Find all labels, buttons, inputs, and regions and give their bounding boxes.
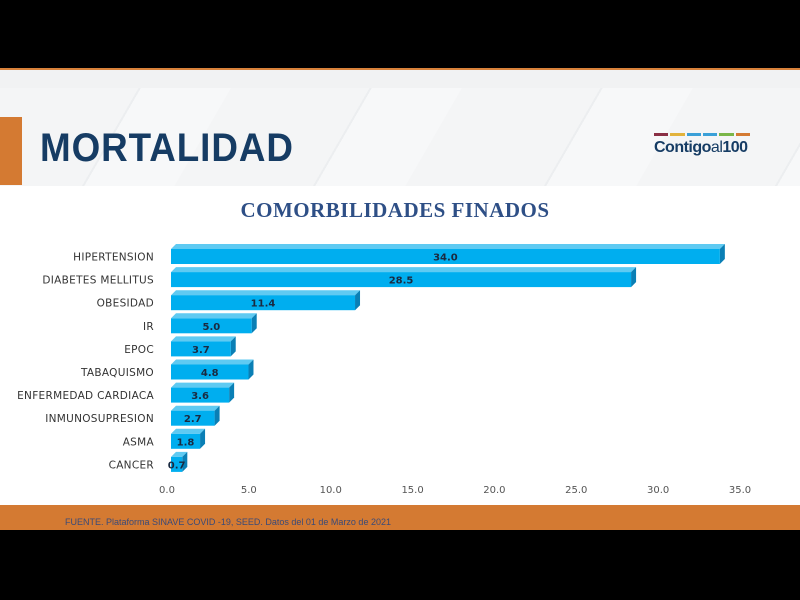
x-tick-label: 15.0 [401,485,423,496]
category-label: DIABETES MELLITUS [42,275,154,287]
bar [171,456,183,472]
data-label: 28.5 [389,276,414,287]
logo-stripe [654,133,669,136]
bar [171,341,231,357]
logo-stripe [719,133,734,136]
data-label: 4.8 [201,368,219,379]
bar-top [171,313,257,319]
logo-stripe [702,133,718,136]
bar-side [251,313,257,334]
logo-stripe [735,133,750,136]
data-label: 2.7 [184,414,202,425]
category-label: INMUNOSUPRESION [45,413,154,425]
bar [171,387,230,403]
category-label: OBESIDAD [97,298,154,310]
logo-stripe [686,133,701,136]
data-label: 3.6 [191,391,209,402]
header-band [0,88,800,186]
bar-top [171,451,188,457]
category-label: EPOC [124,344,154,356]
bar [171,364,249,380]
bar-side [230,336,236,357]
bar-side [355,290,361,311]
data-label: 5.0 [202,322,220,333]
page-title: MORTALIDAD [40,126,294,170]
bar-side [200,428,206,449]
category-label: ENFERMEDAD CARDIACA [17,390,154,402]
bar-side [214,405,220,426]
bar-top [171,405,220,411]
bar-side [631,267,637,288]
x-tick-label: 10.0 [320,485,342,496]
category-label: IR [143,321,154,333]
bar [171,318,252,334]
category-label: HIPERTENSION [73,252,154,264]
x-tick-label: 0.0 [159,485,175,496]
category-label: CANCER [109,459,154,471]
bar-top [171,359,254,365]
bar [171,249,720,264]
bar-top [171,290,361,296]
x-tick-label: 25.0 [565,485,587,496]
x-tick-label: 20.0 [483,485,505,496]
bar-side [248,359,254,380]
logo-text: Contigoal100 [654,139,748,156]
bar-side [229,382,235,403]
bar-top [171,244,725,249]
data-label: 0.7 [168,460,186,471]
footer-bar [0,505,800,530]
data-label: 3.7 [192,345,210,356]
chart-area [0,186,800,505]
bar [171,295,356,311]
bar-top [171,382,235,388]
bar [171,410,215,426]
logo-stripes [654,133,750,136]
data-label: 11.4 [251,299,276,310]
x-tick-label: 35.0 [729,485,751,496]
bar-side [182,451,188,472]
data-label: 1.8 [177,437,195,448]
chart-title: COMORBILIDADES FINADOS [240,198,550,222]
bar-top [171,336,236,342]
category-label: ASMA [123,436,155,448]
bar-top [171,428,206,434]
logo-stripe [670,133,685,136]
contigo-logo: Contigoal100 [654,133,750,157]
bar-top [171,267,637,273]
x-tick-label: 5.0 [241,485,257,496]
x-tick-label: 30.0 [647,485,669,496]
bar-side [719,244,725,264]
category-label: TABAQUISMO [80,367,154,379]
data-label: 34.0 [433,253,458,264]
bar [171,272,632,288]
top-accent-line [0,68,800,70]
bar [171,433,201,449]
header-accent-block [0,117,22,185]
source-note: FUENTE. Plataforma SINAVE COVID -19, SEE… [65,517,391,527]
